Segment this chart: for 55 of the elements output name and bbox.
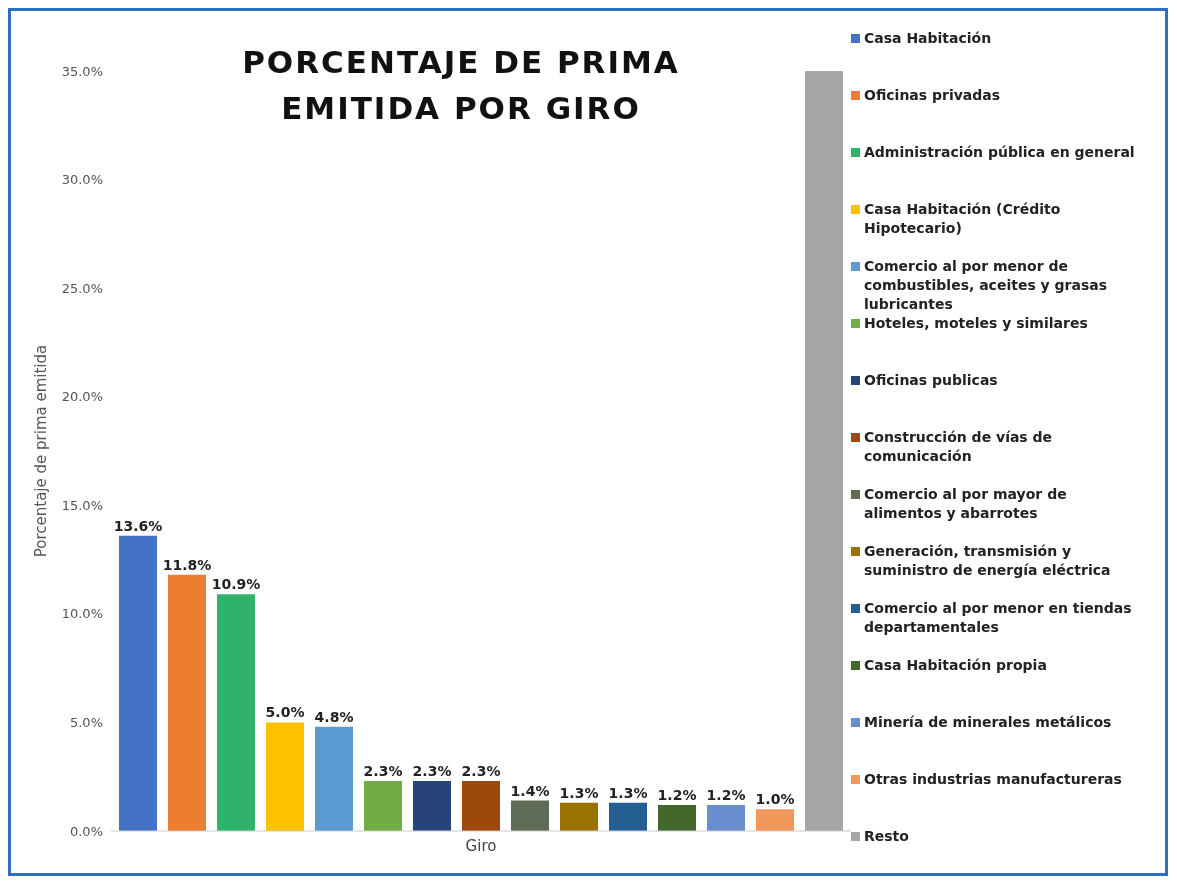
data-label: 11.8%	[162, 556, 212, 573]
bar	[168, 574, 206, 831]
y-tick-label: 25.0%	[61, 280, 103, 296]
legend-label: Casa Habitación propia	[864, 656, 1048, 675]
legend-label: Resto	[864, 827, 910, 846]
bar	[315, 726, 353, 831]
data-label: 1.2%	[657, 786, 697, 803]
legend-label: Comercio al por menor en tiendas departamentales	[864, 599, 1133, 637]
bar	[462, 781, 500, 831]
bar	[217, 594, 255, 831]
y-tick-label: 15.0%	[61, 497, 103, 513]
bar	[119, 535, 157, 831]
bar	[413, 781, 451, 831]
legend-label: Otras industrias manufactureras	[864, 770, 1123, 789]
legend-label: Comercio al por menor de combustibles, aceites y grasas lubricantes	[864, 257, 1109, 314]
legend-label: Hoteles, moteles y similares	[864, 314, 1089, 333]
y-tick-label: 20.0%	[61, 389, 103, 405]
bar	[756, 809, 794, 831]
bar	[560, 802, 598, 831]
data-label: 1.2%	[706, 786, 746, 803]
bar	[266, 722, 304, 831]
legend-label: Oficinas privadas	[864, 86, 1002, 105]
data-label: 5.0%	[265, 704, 305, 721]
data-label: 1.4%	[510, 782, 550, 799]
y-tick-label: 10.0%	[61, 606, 103, 622]
bar	[707, 804, 745, 831]
y-tick-label: 5.0%	[69, 715, 103, 731]
data-label: 1.0%	[755, 791, 795, 808]
y-tick-label: 0.0%	[69, 823, 103, 839]
data-label: 2.3%	[363, 763, 403, 780]
chart-title: PORCENTAJE DE PRIMA EMITIDA POR GIRO	[241, 43, 681, 128]
data-label: 1.3%	[559, 784, 599, 801]
legend-label: Generación, transmisión y suministro de energía eléctrica	[864, 542, 1112, 580]
data-label: 10.9%	[211, 576, 261, 593]
legend-label: Construcción de vías de comunicación	[864, 428, 1054, 466]
data-label: 2.3%	[461, 763, 501, 780]
bar	[364, 781, 402, 831]
legend-label: Casa Habitación (Crédito Hipotecario)	[864, 200, 1062, 238]
y-tick-label: 30.0%	[61, 172, 103, 188]
data-label: 13.6%	[113, 517, 163, 534]
bar	[805, 71, 843, 831]
legend-label: Casa Habitación	[864, 29, 993, 48]
bar	[609, 802, 647, 831]
y-axis-title: Porcentaje de prima emitida	[32, 344, 51, 558]
legend-label: Administración pública en general	[864, 143, 1136, 162]
legend-label: Comercio al por mayor de alimentos y abarrotes	[864, 485, 1068, 523]
y-tick-label: 35.0%	[61, 63, 103, 79]
bar	[511, 800, 549, 831]
bar	[658, 804, 696, 831]
data-label: 2.3%	[412, 763, 452, 780]
legend-label: Oficinas publicas	[864, 371, 999, 390]
legend-label: Minería de minerales metálicos	[864, 713, 1113, 732]
data-label: 4.8%	[314, 708, 354, 725]
x-axis-title: Giro	[465, 837, 497, 855]
data-label: 1.3%	[608, 784, 648, 801]
